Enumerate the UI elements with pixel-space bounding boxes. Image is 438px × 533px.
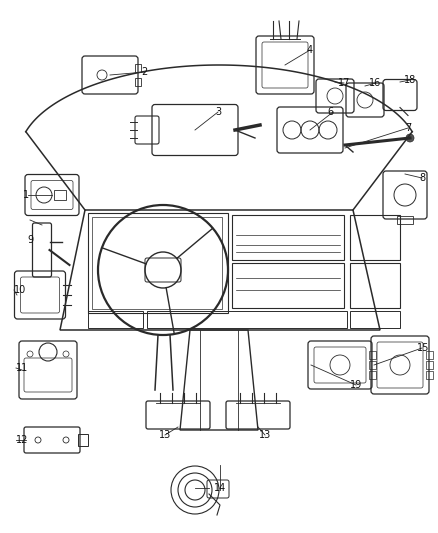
Text: 13: 13 bbox=[159, 430, 171, 440]
Text: 17: 17 bbox=[338, 78, 350, 88]
Text: 10: 10 bbox=[14, 285, 26, 295]
Text: 18: 18 bbox=[404, 75, 416, 85]
Bar bbox=[426, 361, 433, 369]
Bar bbox=[135, 78, 141, 86]
Bar bbox=[147, 311, 347, 328]
Bar bbox=[92, 217, 222, 309]
Bar bbox=[369, 361, 376, 369]
Text: 15: 15 bbox=[417, 343, 429, 353]
Bar bbox=[397, 216, 413, 224]
Text: 11: 11 bbox=[16, 363, 28, 373]
Text: 2: 2 bbox=[141, 67, 147, 77]
Circle shape bbox=[406, 134, 414, 142]
Bar bbox=[232, 263, 344, 308]
Bar bbox=[369, 351, 376, 359]
Text: 3: 3 bbox=[215, 107, 221, 117]
Text: 7: 7 bbox=[405, 123, 411, 133]
Text: 1: 1 bbox=[23, 190, 29, 200]
Bar bbox=[426, 351, 433, 359]
Bar bbox=[88, 311, 143, 328]
Text: 12: 12 bbox=[16, 435, 28, 445]
Bar bbox=[232, 215, 344, 260]
Text: 8: 8 bbox=[419, 173, 425, 183]
Text: 16: 16 bbox=[369, 78, 381, 88]
Bar bbox=[350, 215, 400, 260]
Bar bbox=[135, 64, 141, 72]
Text: 9: 9 bbox=[27, 235, 33, 245]
Bar bbox=[88, 213, 228, 313]
Bar bbox=[78, 434, 88, 446]
Text: 6: 6 bbox=[327, 107, 333, 117]
Bar bbox=[350, 263, 400, 308]
Text: 13: 13 bbox=[259, 430, 271, 440]
Bar bbox=[350, 311, 400, 328]
Bar bbox=[54, 190, 66, 200]
Bar bbox=[426, 371, 433, 379]
Text: 19: 19 bbox=[350, 380, 362, 390]
Text: 4: 4 bbox=[307, 45, 313, 55]
Bar bbox=[369, 371, 376, 379]
Text: 14: 14 bbox=[214, 483, 226, 493]
